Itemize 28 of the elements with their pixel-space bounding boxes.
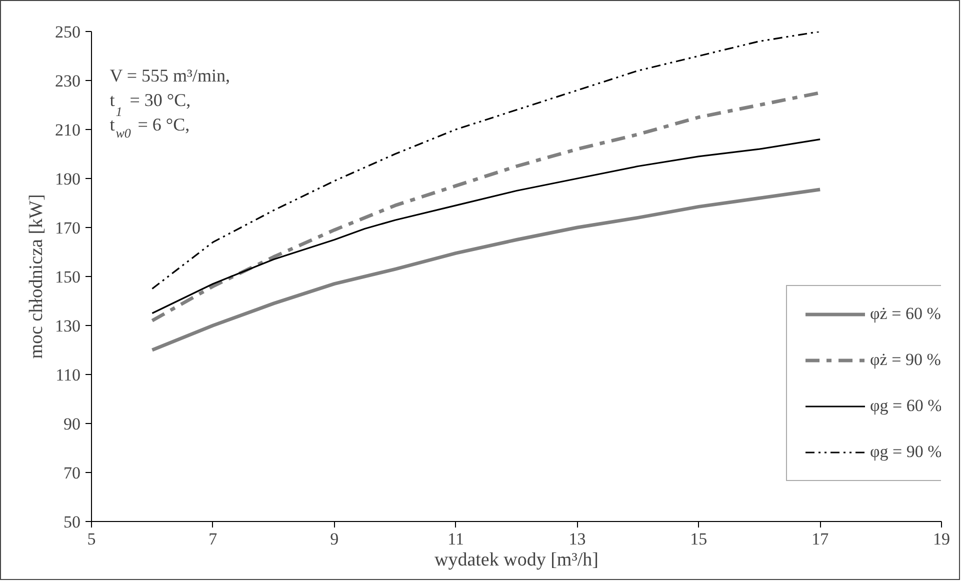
- x-axis-title: wydatek wody [m³/h]: [434, 550, 598, 570]
- legend-label: φż = 60 %: [870, 304, 941, 324]
- y-axis-title: moc chłodnicza [kW]: [26, 194, 47, 359]
- legend-label: φg = 90 %: [870, 442, 942, 462]
- y-tick-label: 170: [55, 218, 80, 238]
- y-tick-label: 230: [55, 72, 80, 90]
- x-tick-label: 13: [568, 530, 586, 548]
- x-tick-label: 11: [448, 530, 464, 548]
- y-tick-label: 110: [56, 366, 81, 384]
- y-tick-label: 210: [55, 120, 80, 140]
- x-tick-label: 7: [208, 530, 218, 548]
- y-tick-label: 130: [55, 316, 80, 336]
- x-tick-label: 19: [933, 530, 950, 548]
- y-tick-label: 250: [55, 22, 80, 42]
- line-series: [150, 188, 822, 352]
- legend-label: φg = 60 %: [870, 396, 942, 416]
- x-tick-label: 17: [812, 530, 830, 548]
- x-tick-label: 5: [87, 530, 96, 548]
- x-tick-label: 15: [690, 530, 708, 548]
- y-tick-label: 50: [64, 512, 80, 532]
- y-tick-label: 90: [64, 414, 80, 434]
- legend-label: φż = 90 %: [870, 350, 941, 370]
- y-tick-label: 190: [55, 170, 80, 188]
- x-tick-label: 9: [330, 530, 339, 548]
- annotation: V = 555 m³/min,: [110, 65, 230, 86]
- y-tick-label: 150: [55, 268, 80, 286]
- line-series: [151, 138, 821, 314]
- y-tick-label: 70: [64, 464, 80, 482]
